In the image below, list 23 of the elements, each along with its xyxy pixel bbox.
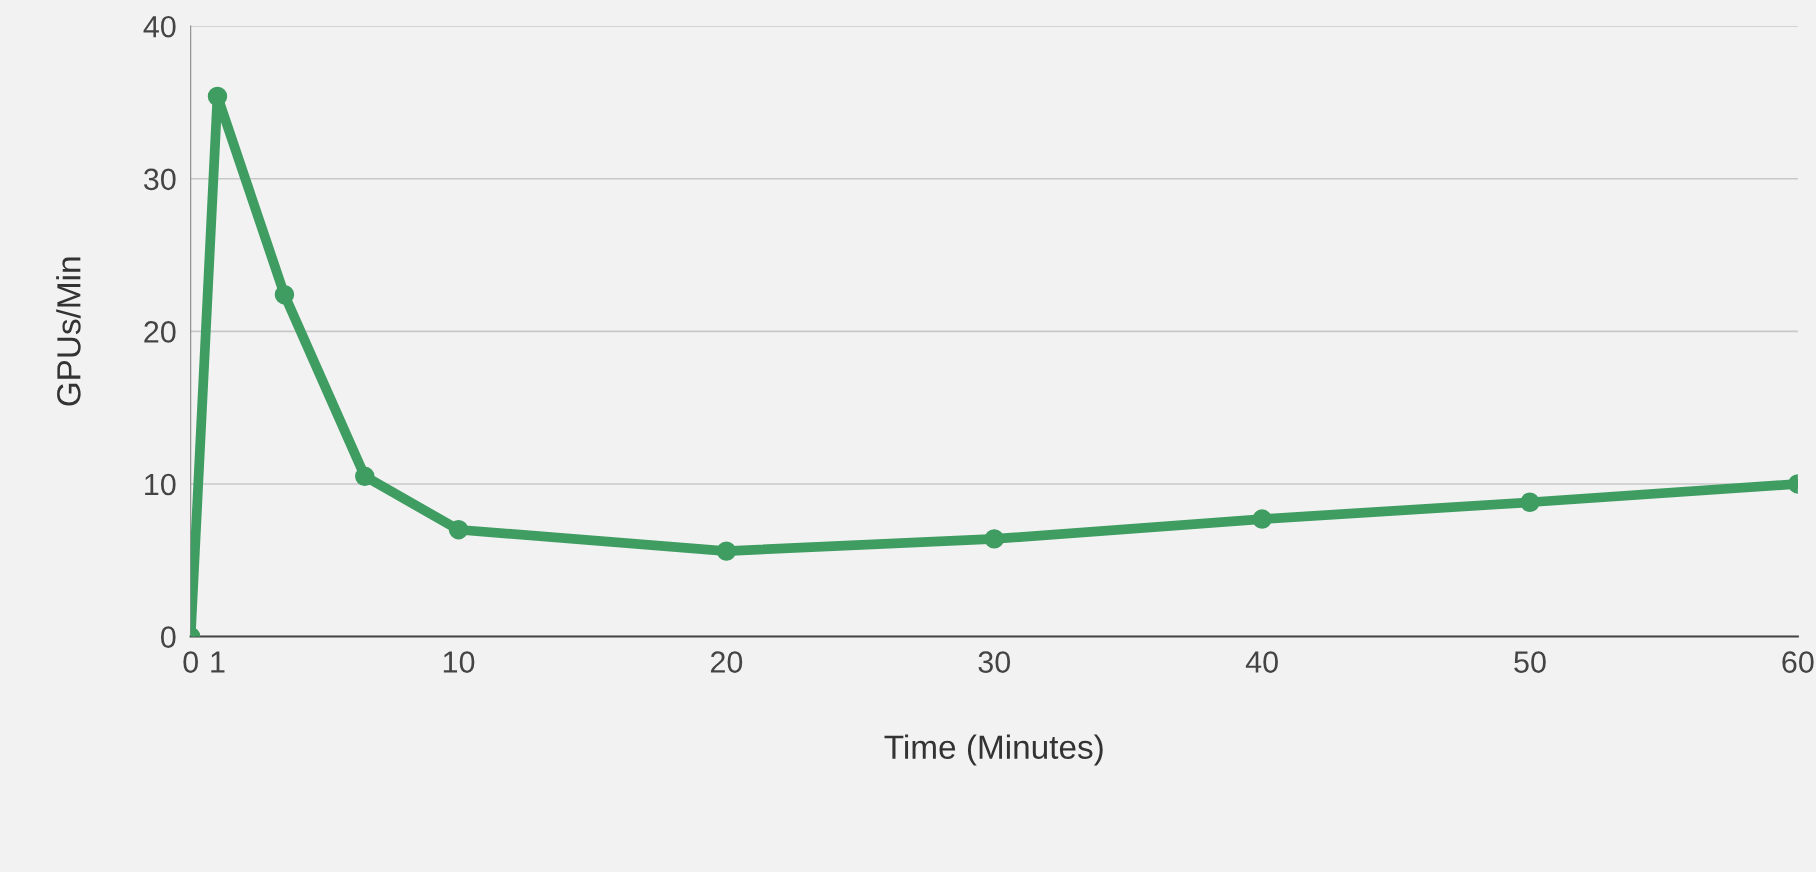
x-tick-label: 20	[710, 651, 743, 673]
x-axis-title: Time (Minutes)	[884, 734, 1103, 766]
x-tick-label: 0	[183, 651, 198, 673]
point	[1520, 492, 1540, 512]
x-tick-label: 1	[211, 651, 225, 673]
y-axis-title: GPUs/Min	[56, 257, 81, 406]
y-tick-label: 40	[143, 15, 176, 38]
point	[355, 466, 375, 487]
x-tick-label: 30	[978, 651, 1011, 673]
point	[274, 285, 295, 305]
x-tick-label: 50	[1514, 651, 1546, 673]
point	[1252, 509, 1272, 529]
y-tick-label: 30	[143, 168, 176, 191]
y-tick-label: 20	[144, 321, 176, 343]
x-tick-label: 10	[443, 651, 475, 673]
point	[207, 86, 228, 107]
point	[716, 541, 737, 561]
x-tick-label: 60	[1782, 651, 1814, 673]
y-tick-label: 0	[160, 626, 176, 648]
point	[448, 520, 469, 540]
y-tick-label: 10	[145, 473, 176, 496]
point	[984, 529, 1004, 549]
x-tick-label: 40	[1245, 651, 1278, 673]
